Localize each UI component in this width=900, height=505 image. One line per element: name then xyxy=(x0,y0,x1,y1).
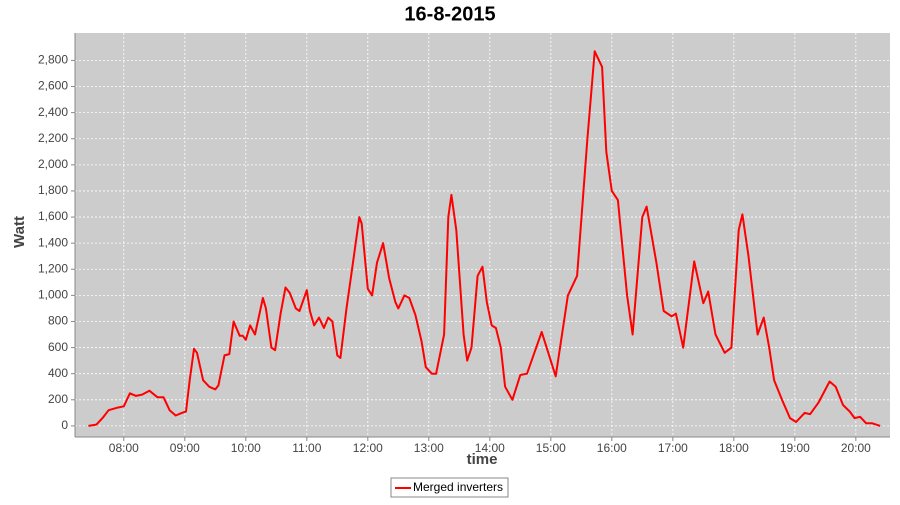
y-tick-label: 1,400 xyxy=(38,235,68,249)
data-line xyxy=(88,50,881,427)
x-tick-label: 11:00 xyxy=(292,441,321,455)
chart-title: 16-8-2015 xyxy=(404,3,495,25)
y-tick-label: 800 xyxy=(48,314,68,328)
y-tick-label: 0 xyxy=(61,418,68,432)
x-tick-label: 16:00 xyxy=(597,441,627,455)
x-tick-label: 20:00 xyxy=(841,441,871,455)
legend-label: Merged inverters xyxy=(413,480,503,494)
x-tick-label: 12:00 xyxy=(353,441,383,455)
x-tick-label: 14:00 xyxy=(475,441,505,455)
y-tick-label: 2,800 xyxy=(38,53,68,67)
y-tick-label: 2,200 xyxy=(38,131,68,145)
x-tick-label: 19:00 xyxy=(780,441,810,455)
x-tick-label: 08:00 xyxy=(109,441,139,455)
y-axis-label: Watt xyxy=(11,216,28,248)
y-tick-label: 2,400 xyxy=(38,105,68,119)
y-tick-label: 400 xyxy=(48,366,68,380)
x-tick-label: 09:00 xyxy=(170,441,200,455)
y-tick-label: 600 xyxy=(48,340,68,354)
y-tick-label: 2,000 xyxy=(38,157,68,171)
x-axis-label: time xyxy=(467,451,498,468)
legend-box xyxy=(390,477,509,498)
y-tick-label: 200 xyxy=(48,392,68,406)
y-tick-label: 1,800 xyxy=(38,183,68,197)
y-tick-label: 1,200 xyxy=(38,261,68,275)
x-tick-label: 10:00 xyxy=(231,441,261,455)
y-tick-label: 1,000 xyxy=(38,288,68,302)
y-tick-label: 2,600 xyxy=(38,79,68,93)
x-tick-label: 15:00 xyxy=(536,441,566,455)
x-tick-label: 13:00 xyxy=(414,441,444,455)
x-tick-label: 17:00 xyxy=(658,441,688,455)
x-tick-label: 18:00 xyxy=(719,441,749,455)
plot-area xyxy=(75,33,890,437)
y-tick-label: 1,600 xyxy=(38,209,68,223)
legend: Merged inverters xyxy=(390,477,509,498)
